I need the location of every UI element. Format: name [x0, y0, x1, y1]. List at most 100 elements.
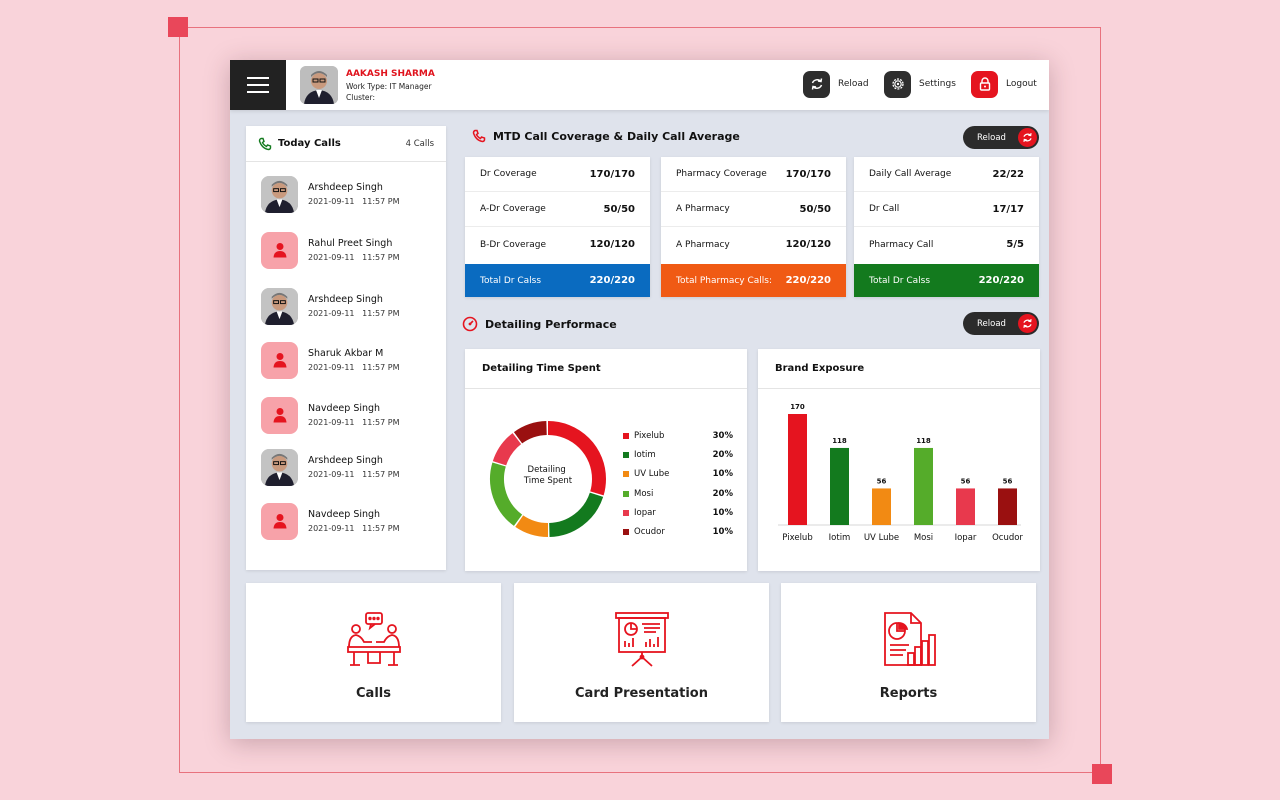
daily-call-average-card: Daily Call Average 22/22 Dr Call 17/17 Pha…	[854, 157, 1039, 297]
bar-chart: 170 Pixelub 118 Iotim 56 UV Lube 118 Mosi 56 Iopa…	[778, 403, 1023, 543]
app-window: AAKASH SHARMA Work Type: IT Manager Clus…	[230, 60, 1049, 739]
settings-button[interactable]: Settings	[884, 70, 956, 98]
call-date: 2021-09-11	[308, 363, 355, 372]
call-date: 2021-09-11	[308, 309, 355, 318]
coverage-row: Daily Call Average 22/22	[854, 157, 1039, 192]
legend-label: UV Lube	[634, 469, 670, 480]
total-label: Total Dr Calss	[869, 275, 931, 286]
logout-button[interactable]: Logout	[971, 70, 1037, 98]
coverage-label: Dr Coverage	[480, 169, 537, 179]
call-date: 2021-09-11	[308, 197, 355, 206]
mtd-section-title: MTD Call Coverage & Daily Call Average	[472, 129, 740, 143]
user-avatar[interactable]	[300, 66, 338, 104]
call-time: 11:57 PM	[362, 309, 400, 318]
coverage-value: 50/50	[799, 203, 831, 215]
call-contact-name: Navdeep Singh	[308, 403, 381, 414]
contact-photo	[261, 448, 298, 486]
call-time: 11:57 PM	[362, 363, 400, 372]
legend-swatch	[623, 451, 629, 458]
call-list-item[interactable]: Navdeep Singh 2021-09-11 11:57 PM	[261, 396, 399, 434]
coverage-label: Daily Call Average	[869, 169, 952, 179]
coverage-value: 17/17	[992, 203, 1024, 215]
card-presentation-tile[interactable]: Card Presentation	[514, 583, 769, 722]
legend-item: Mosi 20%	[623, 484, 733, 503]
call-list-item[interactable]: Arshdeep Singh 2021-09-11 11:57 PM	[261, 175, 399, 213]
bar-value-label: 56	[961, 477, 971, 485]
call-contact-name: Rahul Preet Singh	[308, 238, 393, 249]
bar-category-label: Pixelub	[782, 533, 812, 543]
detailing-section-title: Detailing Performace	[462, 316, 617, 332]
legend-item: UV Lube 10%	[623, 465, 733, 484]
legend-swatch	[623, 471, 629, 478]
menu-icon[interactable]	[230, 60, 286, 110]
user-cluster: Cluster:	[346, 93, 376, 102]
call-contact-name: Sharuk Akbar M	[308, 348, 384, 359]
coverage-label: Pharmacy Coverage	[676, 169, 767, 179]
call-timestamp: 2021-09-11 11:57 PM	[308, 470, 399, 479]
tile-label: Card Presentation	[575, 686, 708, 701]
call-list-item[interactable]: Navdeep Singh 2021-09-11 11:57 PM	[261, 502, 399, 540]
call-list-item[interactable]: Arshdeep Singh 2021-09-11 11:57 PM	[261, 448, 399, 486]
call-timestamp: 2021-09-11 11:57 PM	[308, 418, 399, 427]
bar-value-label: 118	[832, 437, 847, 445]
call-time: 11:57 PM	[362, 524, 400, 533]
call-time: 11:57 PM	[362, 197, 400, 206]
mtd-title-text: MTD Call Coverage & Daily Call Average	[493, 129, 740, 143]
dr-coverage-card: Dr Coverage 170/170 A-Dr Coverage 50/50 B-…	[465, 157, 650, 297]
legend-label: Ocudor	[634, 527, 665, 538]
user-placeholder-icon	[261, 502, 298, 540]
call-timestamp: 2021-09-11 11:57 PM	[308, 524, 399, 533]
coverage-row: Pharmacy Coverage 170/170	[661, 157, 846, 192]
report-document-icon	[881, 611, 937, 667]
bar-category-label: Mosi	[914, 533, 933, 543]
donut-center-label: Detailing Time Spent	[523, 465, 573, 486]
bar-category-label: UV Lube	[864, 533, 899, 543]
speedometer-icon	[462, 316, 478, 332]
bar-iopar	[956, 488, 975, 525]
mtd-reload-button[interactable]: Reload	[963, 126, 1039, 149]
call-date: 2021-09-11	[308, 524, 355, 533]
donut-legend: Pixelub 30% Iotim 20% UV Lube 10% Mosi 20% Iopar…	[623, 426, 733, 542]
call-timestamp: 2021-09-11 11:57 PM	[308, 363, 399, 372]
detailing-reload-button[interactable]: Reload	[963, 312, 1039, 335]
bar-category-label: Ocudor	[992, 533, 1023, 543]
bar-category-label: Iotim	[829, 533, 851, 543]
user-placeholder-icon	[261, 396, 298, 434]
calls-tile[interactable]: Calls	[246, 583, 501, 722]
legend-swatch	[623, 432, 629, 439]
call-list-item[interactable]: Sharuk Akbar M 2021-09-11 11:57 PM	[261, 341, 399, 379]
total-value: 220/220	[589, 275, 635, 286]
pharmacy-coverage-card: Pharmacy Coverage 170/170 A Pharmacy 50/50…	[661, 157, 846, 297]
bar-iotim	[830, 447, 849, 525]
chart-title: Detailing Time Spent	[465, 349, 747, 389]
call-list-item[interactable]: Rahul Preet Singh 2021-09-11 11:57 PM	[261, 231, 399, 269]
call-list-item[interactable]: Arshdeep Singh 2021-09-11 11:57 PM	[261, 287, 399, 325]
legend-item: Iotim 20%	[623, 445, 733, 464]
call-time: 11:57 PM	[362, 470, 400, 479]
reload-button[interactable]: Reload	[803, 70, 869, 98]
call-date: 2021-09-11	[308, 470, 355, 479]
coverage-row: A Pharmacy 50/50	[661, 192, 846, 227]
donut-slice-pixelub	[490, 421, 606, 537]
coverage-value: 22/22	[992, 168, 1024, 180]
coverage-label: Pharmacy Call	[869, 239, 934, 250]
legend-label: Mosi	[634, 488, 654, 499]
user-placeholder-icon	[261, 341, 298, 379]
legend-label: Pixelub	[634, 430, 665, 441]
coverage-value: 50/50	[603, 203, 635, 215]
reload-label: Reload	[977, 132, 1006, 143]
legend-label: Iopar	[634, 507, 656, 518]
legend-value: 30%	[712, 430, 733, 441]
donut-chart: Detailing Time Spent	[490, 421, 606, 537]
coverage-value: 170/170	[785, 168, 831, 180]
presentation-board-icon	[614, 611, 670, 667]
reload-icon	[1018, 314, 1037, 333]
top-bar: AAKASH SHARMA Work Type: IT Manager Clus…	[230, 60, 1049, 110]
bar-ocudor	[998, 488, 1017, 525]
legend-item: Ocudor 10%	[623, 522, 733, 541]
call-time: 11:57 PM	[362, 253, 400, 262]
reports-tile[interactable]: Reports	[781, 583, 1036, 722]
bar-value-label: 56	[877, 477, 887, 485]
lock-icon	[971, 70, 998, 98]
coverage-row: Dr Coverage 170/170	[465, 157, 650, 192]
